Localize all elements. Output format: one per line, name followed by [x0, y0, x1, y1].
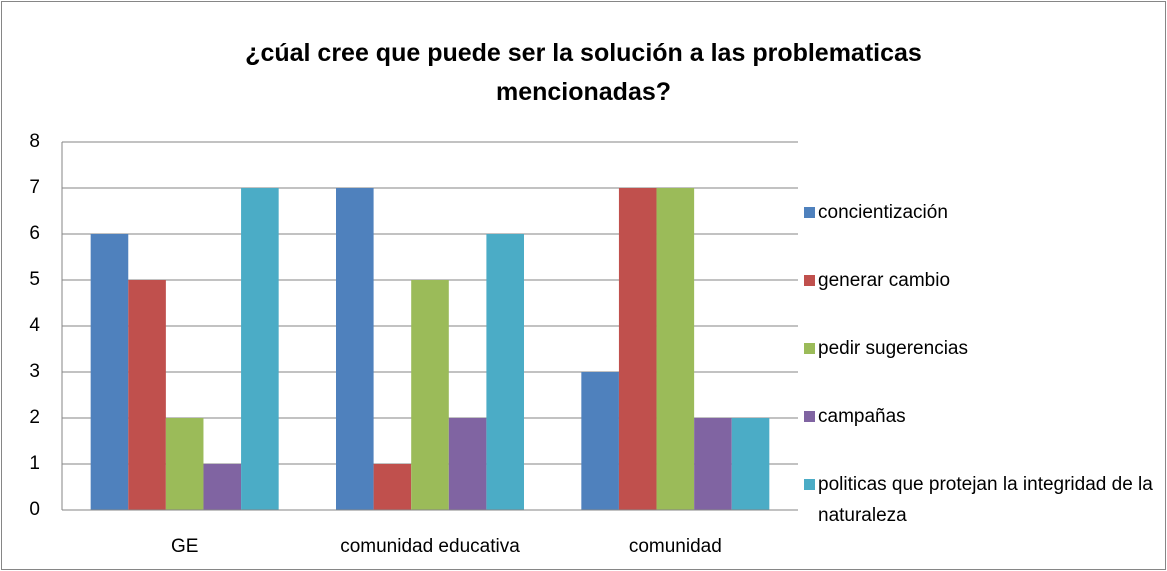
- legend-swatch: [804, 411, 815, 422]
- y-tick-label: 2: [29, 407, 40, 428]
- bar: [731, 418, 770, 510]
- x-tick-label: comunidad educativa: [340, 536, 520, 557]
- bar: [128, 280, 166, 510]
- y-tick-label: 4: [29, 315, 40, 336]
- bar: [656, 188, 695, 510]
- legend-label: pedir sugerencias: [818, 338, 968, 359]
- legend-label: generar cambio: [818, 270, 951, 291]
- legend-item: concientización: [804, 197, 1154, 228]
- legend-label: campañas: [818, 406, 906, 427]
- legend-swatch: [804, 275, 815, 286]
- y-tick-label: 7: [29, 177, 40, 198]
- y-tick-label: 1: [29, 453, 40, 474]
- legend-label: politicas que protejan la integridad de …: [818, 474, 1153, 526]
- y-tick-label: 6: [29, 223, 40, 244]
- bar: [336, 188, 374, 510]
- legend-item: generar cambio: [804, 265, 1154, 296]
- bar: [486, 234, 524, 510]
- bar: [165, 418, 204, 510]
- bar: [203, 464, 242, 510]
- bar: [448, 418, 487, 510]
- bar: [411, 280, 449, 510]
- bar: [694, 418, 732, 510]
- legend-item: pedir sugerencias: [804, 333, 1154, 364]
- y-tick-label: 0: [29, 499, 40, 520]
- legend-swatch: [804, 479, 815, 490]
- y-tick-label: 5: [29, 269, 40, 290]
- bar: [618, 188, 657, 510]
- y-tick-label: 3: [29, 361, 40, 382]
- legend-label: concientización: [818, 202, 948, 223]
- legend-item: politicas que protejan la integridad de …: [804, 469, 1154, 531]
- bar: [581, 372, 619, 510]
- legend-item: campañas: [804, 401, 1154, 432]
- bar: [90, 234, 129, 510]
- x-tick-label: GE: [171, 536, 198, 557]
- bar: [241, 188, 279, 510]
- x-tick-label: comunidad: [629, 536, 722, 557]
- legend-swatch: [804, 207, 815, 218]
- bar: [373, 464, 412, 510]
- y-tick-label: 8: [29, 131, 40, 152]
- legend-swatch: [804, 343, 815, 354]
- chart-title: ¿cúal cree que puede ser la solución a l…: [245, 39, 922, 106]
